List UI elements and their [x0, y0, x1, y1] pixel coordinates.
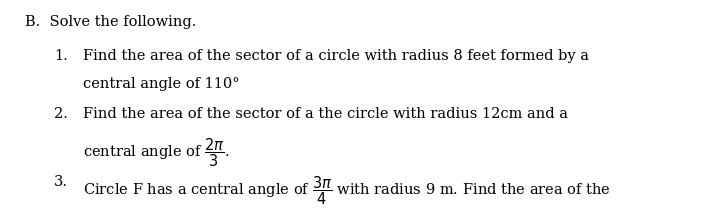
Text: B.  Solve the following.: B. Solve the following.	[25, 15, 197, 29]
Text: Find the area of the sector of a circle with radius 8 feet formed by a: Find the area of the sector of a circle …	[83, 49, 589, 63]
Text: 2.: 2.	[54, 107, 68, 121]
Text: Circle F has a central angle of $\dfrac{3\pi}{4}$ with radius 9 m. Find the area: Circle F has a central angle of $\dfrac{…	[83, 175, 611, 207]
Text: central angle of 110°: central angle of 110°	[83, 77, 239, 91]
Text: Find the area of the sector of a the circle with radius 12cm and a: Find the area of the sector of a the cir…	[83, 107, 568, 121]
Text: 1.: 1.	[54, 49, 68, 63]
Text: 3.: 3.	[54, 175, 68, 189]
Text: central angle of $\dfrac{2\pi}{3}$.: central angle of $\dfrac{2\pi}{3}$.	[83, 136, 230, 169]
